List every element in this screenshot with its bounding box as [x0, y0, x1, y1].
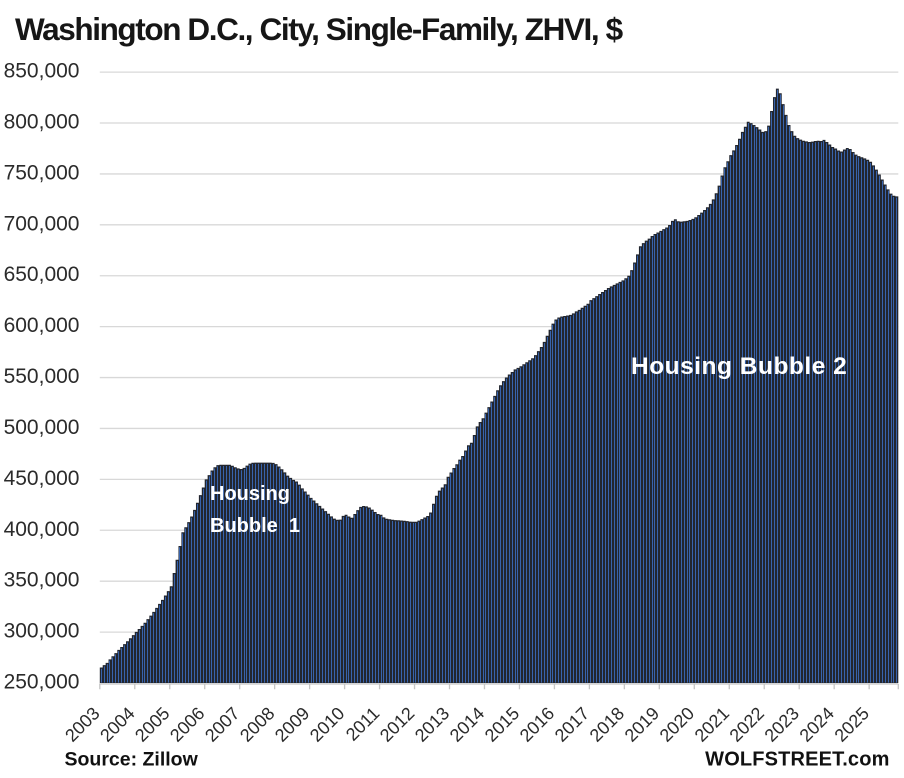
- svg-text:800,000: 800,000: [4, 111, 80, 134]
- svg-text:300,000: 300,000: [4, 620, 80, 643]
- svg-text:WOLFSTREET.com: WOLFSTREET.com: [705, 749, 889, 771]
- svg-text:400,000: 400,000: [4, 518, 80, 541]
- svg-text:Bubble 1: Bubble 1: [210, 515, 300, 537]
- svg-text:700,000: 700,000: [4, 212, 80, 235]
- svg-text:500,000: 500,000: [4, 416, 80, 439]
- svg-text:450,000: 450,000: [4, 467, 80, 490]
- svg-text:Housing: Housing: [210, 483, 290, 505]
- svg-text:Washington D.C., City, Single-: Washington D.C., City, Single-Family, ZH…: [15, 11, 624, 47]
- svg-text:850,000: 850,000: [4, 60, 80, 83]
- svg-text:250,000: 250,000: [4, 671, 80, 694]
- svg-text:750,000: 750,000: [4, 161, 80, 184]
- svg-text:Source: Zillow: Source: Zillow: [65, 749, 199, 771]
- svg-text:350,000: 350,000: [4, 569, 80, 592]
- svg-text:Housing Bubble 2: Housing Bubble 2: [631, 353, 847, 380]
- svg-text:550,000: 550,000: [4, 365, 80, 388]
- svg-text:650,000: 650,000: [4, 263, 80, 286]
- svg-text:600,000: 600,000: [4, 314, 80, 337]
